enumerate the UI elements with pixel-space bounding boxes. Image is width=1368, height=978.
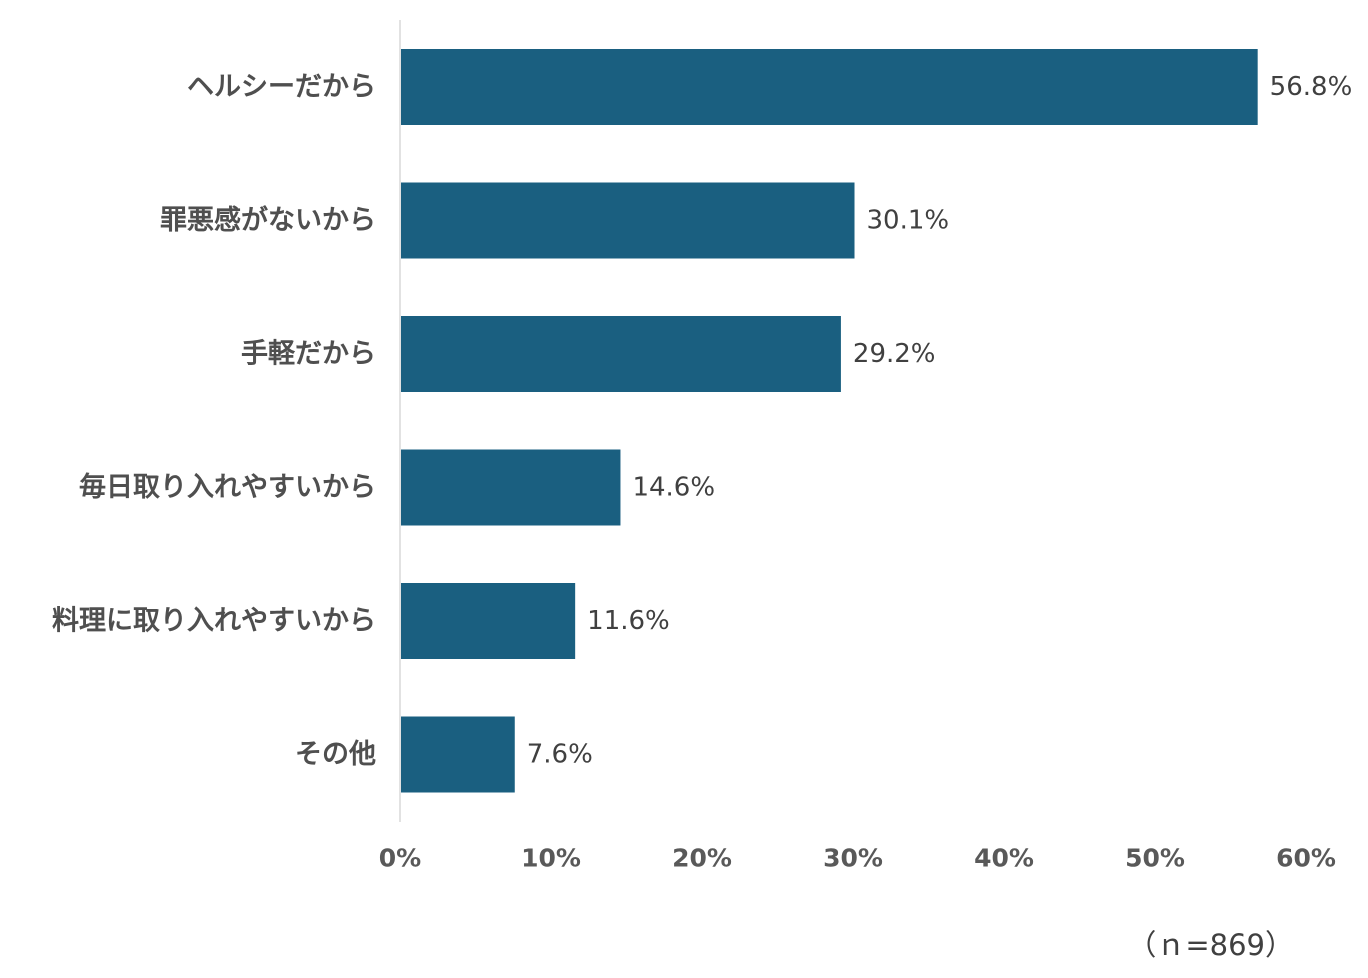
x-tick-label: 0%	[379, 844, 421, 873]
bar	[401, 583, 576, 659]
x-tick-label: 50%	[1125, 844, 1185, 873]
bar	[401, 316, 841, 392]
data-label: 7.6%	[527, 740, 593, 770]
bar	[401, 49, 1258, 125]
sample-size-note: （ｎ=869）	[1127, 928, 1294, 962]
category-label: 罪悪感がないから	[160, 204, 376, 236]
bar	[401, 449, 621, 526]
x-tick-label: 20%	[672, 844, 732, 873]
x-axis-tick-labels: 0% 10% 20% 30% 40% 50% 60%	[379, 844, 1336, 873]
value-labels: 56.8% 30.1% 29.2% 14.6% 11.6% 7.6%	[527, 72, 1353, 770]
category-label: 毎日取り入れやすいから	[79, 472, 376, 503]
bars-group	[401, 49, 1258, 793]
x-tick-label: 30%	[823, 844, 883, 873]
category-label: ヘルシーだから	[187, 72, 376, 103]
category-label: 料理に取り入れやすいから	[52, 606, 376, 637]
data-label: 14.6%	[632, 473, 715, 503]
data-label: 29.2%	[853, 339, 936, 369]
x-tick-label: 40%	[974, 844, 1034, 873]
bar	[401, 182, 855, 259]
data-label: 30.1%	[867, 206, 950, 236]
x-tick-label: 10%	[521, 844, 581, 873]
category-label: その他	[295, 739, 376, 770]
x-tick-label: 60%	[1276, 844, 1336, 873]
data-label: 56.8%	[1270, 72, 1353, 102]
category-label: 手軽だから	[241, 339, 376, 370]
bar	[401, 716, 515, 793]
data-label: 11.6%	[587, 606, 670, 636]
category-labels: ヘルシーだから罪悪感がないから手軽だから毎日取り入れやすいから料理に取り入れやす…	[52, 72, 376, 771]
